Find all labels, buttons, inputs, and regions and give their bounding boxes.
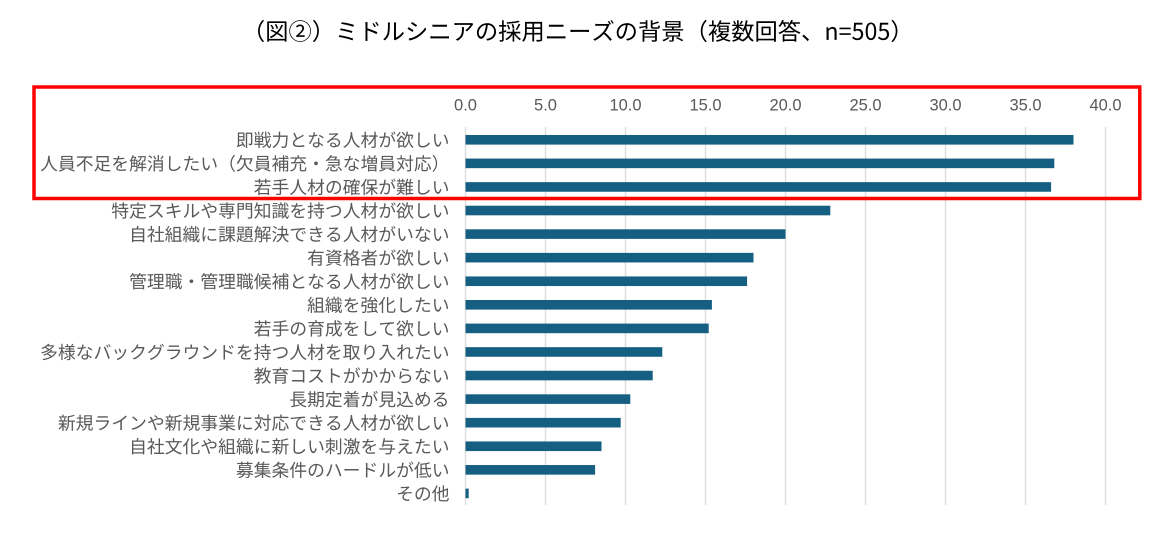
svg-text:5.0: 5.0: [534, 97, 557, 115]
svg-text:15.0: 15.0: [689, 97, 721, 115]
svg-text:20.0: 20.0: [769, 97, 801, 115]
svg-text:30.0: 30.0: [929, 97, 961, 115]
svg-text:25.0: 25.0: [849, 97, 881, 115]
svg-text:10.0: 10.0: [609, 97, 641, 115]
svg-text:35.0: 35.0: [1009, 97, 1041, 115]
svg-text:0.0: 0.0: [454, 97, 477, 115]
svg-text:40.0: 40.0: [1089, 97, 1121, 115]
